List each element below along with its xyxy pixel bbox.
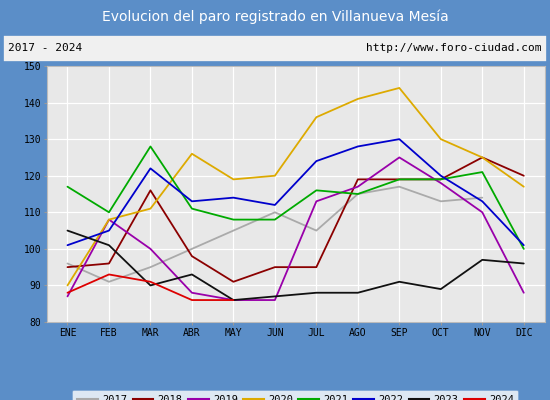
Text: 2017 - 2024: 2017 - 2024 bbox=[8, 43, 82, 53]
Legend: 2017, 2018, 2019, 2020, 2021, 2022, 2023, 2024: 2017, 2018, 2019, 2020, 2021, 2022, 2023… bbox=[72, 390, 519, 400]
Text: http://www.foro-ciudad.com: http://www.foro-ciudad.com bbox=[366, 43, 542, 53]
Text: Evolucion del paro registrado en Villanueva Mesía: Evolucion del paro registrado en Villanu… bbox=[102, 10, 448, 24]
